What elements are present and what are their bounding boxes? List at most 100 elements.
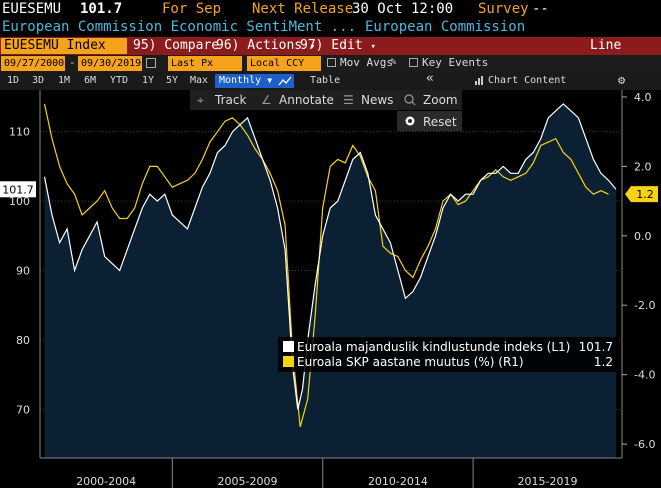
mov-avgs-checkbox[interactable]	[327, 58, 336, 67]
last-value-text-left: 101.7	[2, 183, 34, 196]
period-bar: 1D 3D 1M 6M YTD 1Y 5Y Max Monthly ▼ Tabl…	[0, 72, 661, 90]
y-axis-right-labels: 4.0 2.0 0.0 -2.0 -4.0 -6.0	[622, 91, 655, 451]
y-right-tick-label: -2.0	[634, 299, 655, 312]
actions-button[interactable]: 96) Actions ▾	[216, 37, 315, 55]
y-left-tick-label: 110	[9, 126, 30, 139]
y-right-tick-label: 0.0	[634, 230, 652, 243]
chart[interactable]: 2000-2004 2005-2009 2010-2014 2015-2019 70 8…	[0, 90, 661, 488]
last-value-marker-left	[0, 181, 36, 198]
y-right-tick-label: -6.0	[634, 438, 655, 451]
annotate-tool[interactable]: ∠ Annotate	[261, 93, 334, 107]
edit-label: 97) Edit	[300, 38, 363, 53]
annotate-icon: ∠	[261, 93, 272, 107]
y-left-tick-label: 90	[16, 265, 30, 278]
price-field-select[interactable]: Last Px	[168, 56, 242, 71]
y-left-tick-label: 80	[16, 334, 30, 347]
description-row: European Commission Economic SentiMent .…	[0, 19, 661, 37]
period-3d[interactable]: 3D	[32, 75, 45, 86]
chart-content-icon	[474, 75, 484, 89]
chevron-down-icon: ▼	[267, 76, 273, 85]
legend-label-gdp: Euroala SKP aastane muutus (%) (R1)	[297, 355, 524, 369]
survey-value: --	[532, 1, 549, 17]
collapse-icon[interactable]: «	[426, 71, 434, 86]
last-value-markers: 101.7 1.2	[0, 181, 658, 203]
next-release-label: Next Release	[252, 1, 354, 17]
legend-swatch-gdp	[283, 356, 294, 367]
header-row: EUESEMU 101.7 For Sep Next Release 30 Oc…	[0, 0, 661, 19]
legend-value-gdp: 1.2	[594, 355, 613, 369]
y-left-tick-label: 100	[9, 195, 30, 208]
y-axis-left-labels: 70 80 90 100 110	[9, 126, 30, 417]
y-right-tick-label: 2.0	[634, 160, 652, 173]
table-button[interactable]: Table	[310, 75, 341, 86]
x-axis-labels: 2000-2004 2005-2009 2010-2014 2015-2019	[76, 458, 578, 488]
frequency-label: Monthly	[219, 75, 262, 86]
y-left-tick-label: 70	[16, 403, 30, 416]
gear-icon[interactable]: ⚙	[618, 73, 626, 87]
last-value: 101.7	[80, 1, 123, 17]
ticker-label: EUESEMU	[2, 1, 62, 17]
edit-button[interactable]: 97) Edit ▾	[300, 37, 376, 55]
period-1m[interactable]: 1M	[58, 75, 71, 86]
series-line-sentiment	[43, 103, 617, 410]
calendar-icon[interactable]	[146, 58, 156, 68]
function-toolbar: EUESEMU Index 95) Compare 96) Actions ▾ …	[0, 37, 661, 71]
x-tick-label: 2000-2004	[76, 475, 136, 488]
end-date-field[interactable]: 09/30/2019	[78, 56, 142, 71]
reset-label: Reset	[423, 115, 457, 129]
date-separator: -	[69, 56, 76, 69]
currency-select[interactable]: Local CCY	[247, 56, 321, 71]
key-events-checkbox[interactable]	[409, 58, 418, 67]
chart-content-label[interactable]: Chart Content	[488, 75, 567, 86]
crosshair-icon: ⌖	[197, 93, 204, 107]
period-ytd[interactable]: YTD	[110, 75, 129, 86]
period-label: For Sep	[162, 1, 222, 17]
zoom-icon	[404, 94, 414, 104]
chevron-down-icon: ▾	[370, 42, 376, 52]
description-text: European Commission Economic SentiMent .…	[2, 19, 357, 35]
frequency-select[interactable]: Monthly ▼	[215, 74, 277, 88]
mov-avgs-label: Mov Avgs	[340, 56, 393, 69]
line-chart-icon[interactable]	[276, 74, 294, 88]
pencil-icon[interactable]: ✎	[390, 55, 397, 68]
last-value-text-right: 1.2	[636, 188, 654, 201]
period-5y[interactable]: 5Y	[166, 75, 179, 86]
start-date-field[interactable]: 09/27/2000	[1, 56, 65, 71]
zoom-label: Zoom	[423, 93, 458, 107]
zoom-tool[interactable]: Zoom	[404, 93, 458, 107]
x-tick-label: 2005-2009	[218, 475, 278, 488]
news-icon: ☰	[343, 93, 354, 107]
period-max[interactable]: Max	[190, 75, 209, 86]
chart-type-label: Line Chart	[590, 38, 629, 71]
survey-label: Survey	[478, 1, 529, 17]
range-bar: 09/27/2000 - 09/30/2019 Last Px Local CC…	[0, 55, 661, 72]
key-events-label: Key Events	[422, 56, 489, 69]
annotate-label: Annotate	[279, 93, 334, 107]
source-text: European Commission	[365, 19, 526, 35]
news-tool[interactable]: ☰ News	[343, 93, 393, 107]
track-tool[interactable]: ⌖ Track	[197, 93, 246, 107]
news-label: News	[361, 93, 393, 107]
legend: Euroala majanduslik kindlustunde indeks …	[278, 337, 618, 372]
next-release-value: 30 Oct 12:00	[352, 1, 454, 17]
y-right-tick-label: 4.0	[634, 91, 652, 104]
last-value-marker-right	[625, 186, 658, 203]
legend-value-sentiment: 101.7	[579, 340, 613, 354]
period-1d[interactable]: 1D	[7, 75, 20, 86]
series-line-gdp	[43, 103, 609, 427]
y-right-tick-label: -4.0	[634, 369, 655, 382]
chart-tools-bar: ⌖ Track ∠ Annotate ☰ News Zoom	[190, 90, 462, 110]
actions-label: 96) Actions	[216, 38, 303, 53]
security-field[interactable]: EUESEMU Index	[1, 38, 127, 54]
x-tick-label: 2010-2014	[368, 475, 428, 488]
track-label: Track	[214, 93, 246, 107]
period-6m[interactable]: 6M	[84, 75, 97, 86]
axes	[39, 90, 623, 459]
compare-button[interactable]: 95) Compare	[133, 38, 220, 53]
period-1y[interactable]: 1Y	[142, 75, 155, 86]
x-tick-label: 2015-2019	[518, 475, 578, 488]
legend-label-sentiment: Euroala majanduslik kindlustunde indeks …	[297, 340, 570, 354]
reset-button[interactable]: Reset	[397, 111, 462, 131]
legend-swatch-sentiment	[283, 341, 294, 352]
chevron-down-icon: ▾	[309, 42, 316, 52]
